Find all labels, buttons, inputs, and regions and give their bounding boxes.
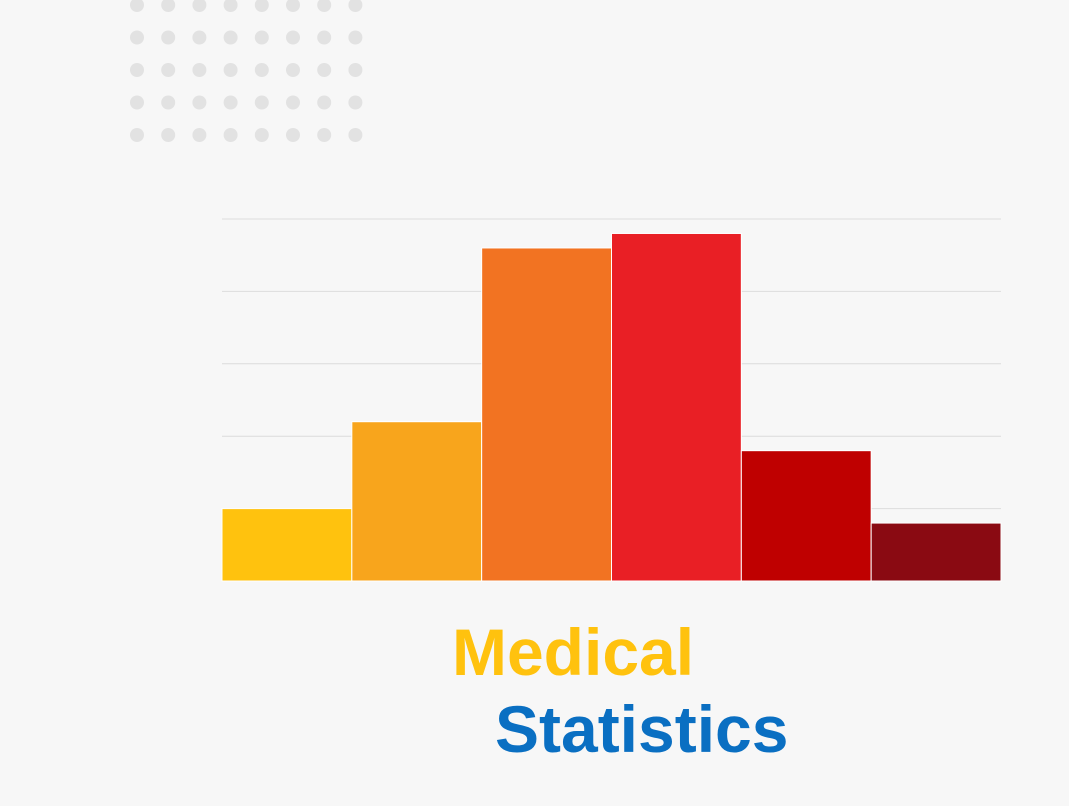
dot: [286, 63, 300, 77]
dot: [254, 0, 269, 12]
dot: [317, 128, 332, 142]
dot: [348, 63, 363, 77]
dot: [286, 0, 300, 12]
dot: [161, 0, 176, 12]
dot: [317, 30, 332, 45]
dot: [192, 30, 207, 45]
dot: [130, 95, 144, 110]
dot-pattern: [130, 0, 363, 142]
dot: [223, 95, 238, 110]
title-line: Medical: [452, 615, 694, 689]
dot: [223, 128, 238, 142]
dot: [130, 63, 144, 77]
dot: [254, 30, 269, 45]
bar: [221, 508, 353, 582]
bar: [870, 522, 1002, 582]
dot: [192, 63, 207, 77]
dot: [317, 0, 332, 12]
dot: [348, 128, 363, 142]
bar: [351, 421, 483, 582]
dot: [254, 95, 269, 110]
dot: [161, 63, 176, 77]
bars: [221, 232, 1002, 582]
dot: [317, 95, 332, 110]
dot: [286, 95, 300, 110]
bar: [611, 232, 742, 582]
dot: [223, 0, 238, 12]
dot: [161, 30, 176, 45]
title-line: Statistics: [495, 692, 788, 766]
dot: [192, 0, 207, 12]
dot: [130, 128, 144, 142]
dot: [254, 128, 269, 142]
dot: [348, 95, 363, 110]
dot: [254, 63, 269, 77]
dot: [130, 30, 144, 45]
dot: [192, 128, 207, 142]
dot: [130, 0, 144, 12]
bar: [740, 450, 872, 582]
dot: [348, 30, 363, 45]
dot: [286, 30, 300, 45]
dot: [223, 63, 238, 77]
dot: [317, 63, 332, 77]
dot: [223, 30, 238, 45]
dot: [348, 0, 363, 12]
dot: [161, 128, 176, 142]
dot: [286, 128, 300, 142]
dot: [192, 95, 207, 110]
dot: [161, 95, 176, 110]
bar: [481, 247, 612, 582]
